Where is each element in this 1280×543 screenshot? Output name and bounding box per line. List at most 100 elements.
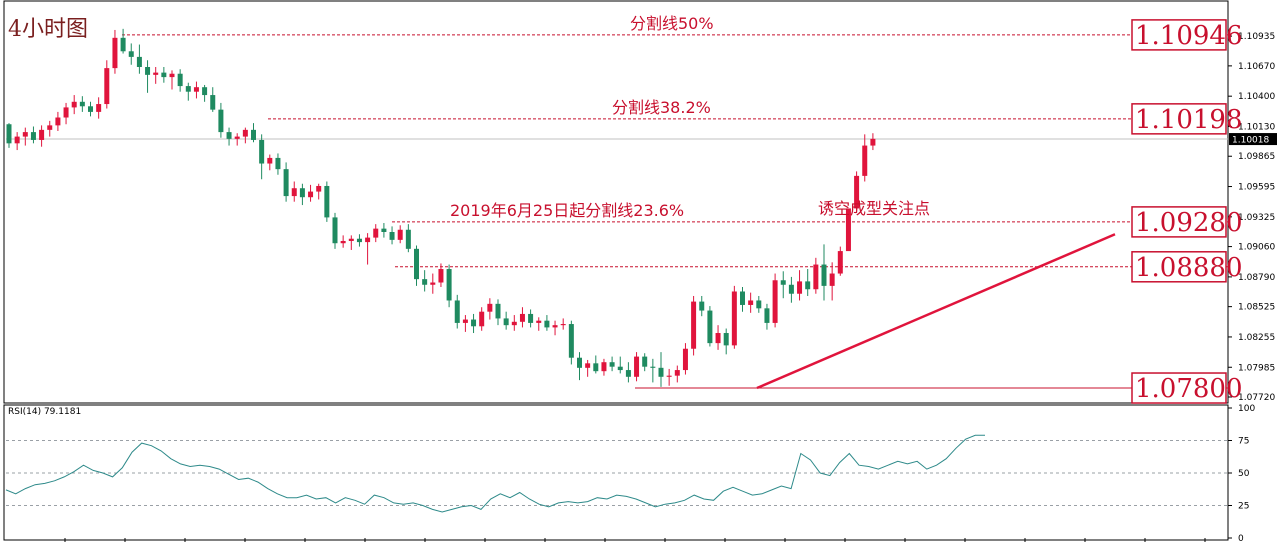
candle-body — [797, 281, 803, 294]
price-tick-label: 1.10130 — [1238, 122, 1275, 132]
candle-body — [454, 300, 460, 323]
rsi-tick-label: 0 — [1238, 534, 1244, 543]
candle-body — [275, 157, 281, 170]
price-tick-label: 1.08790 — [1238, 273, 1275, 283]
candle-body — [128, 51, 134, 57]
candle-body — [88, 106, 93, 112]
candle-body — [299, 188, 305, 198]
candle-body — [601, 362, 607, 372]
fib-level-text: 分割线50% — [630, 14, 714, 33]
rsi-tick-label: 50 — [1238, 469, 1250, 479]
candle-body — [593, 363, 599, 372]
candle-body — [308, 191, 314, 198]
rsi-tick-label: 25 — [1238, 502, 1249, 512]
candle-body — [161, 72, 167, 78]
candle-body — [552, 325, 558, 328]
level-boxes: 1.10946 1.10198 1.09280 1.08880 1.07800 — [1131, 19, 1243, 404]
candle-body — [471, 319, 477, 327]
candlesticks — [6, 28, 876, 387]
candle-body — [112, 37, 118, 69]
candle-body — [210, 95, 216, 110]
candle-body — [324, 185, 330, 218]
candle-body — [715, 333, 721, 344]
rsi-panel-frame — [3, 404, 1229, 541]
candle-body — [55, 117, 61, 126]
candle-body — [96, 104, 102, 112]
level-box-label: 1.07800 — [1135, 374, 1243, 404]
grid-lines — [6, 138, 1228, 542]
current-price-label: 1.10018 — [1232, 136, 1269, 146]
level-box-label: 1.09280 — [1135, 208, 1243, 238]
candle-body — [495, 303, 501, 319]
candle-body — [479, 311, 485, 327]
candle-body — [788, 284, 794, 294]
rsi-tick-label: 100 — [1238, 404, 1255, 414]
candle-body — [120, 37, 126, 52]
level-box-label: 1.10198 — [1135, 105, 1243, 135]
candle-body — [837, 251, 843, 274]
candle-body — [577, 357, 582, 368]
candle-body — [862, 145, 868, 176]
candle-body — [397, 229, 403, 240]
candle-body — [177, 73, 183, 87]
candle-body — [585, 363, 591, 368]
candle-body — [503, 318, 509, 326]
candle-body — [340, 240, 346, 244]
candle-body — [870, 138, 876, 146]
price-tick-label: 1.08525 — [1238, 303, 1275, 313]
price-axis: 1.10935 1.10670 1.10400 1.10130 1.09865 1.095… — [1228, 32, 1277, 403]
candle-body — [813, 264, 819, 290]
price-tick-label: 1.09865 — [1238, 152, 1275, 162]
price-panel-frame — [3, 0, 1229, 404]
candle-body — [658, 367, 664, 377]
current-price-tag — [1229, 133, 1277, 146]
candle-body — [153, 72, 159, 75]
candle-body — [642, 356, 648, 367]
candle-body — [242, 129, 248, 137]
candle-body — [234, 136, 240, 139]
fib-levels: 分割线50% 分割线38.2% 2019年6月25日起分割线23.6% — [122, 14, 1228, 389]
candle-body — [251, 129, 256, 140]
candle-body — [30, 132, 36, 140]
candle-body — [145, 67, 151, 75]
price-tick-label: 1.10935 — [1238, 32, 1275, 42]
rsi-tick-label: 75 — [1238, 437, 1249, 447]
candle-body — [316, 185, 322, 192]
candle-body — [609, 362, 615, 367]
candle-body — [218, 109, 224, 133]
candle-body — [568, 324, 574, 358]
candle-body — [71, 101, 77, 108]
annotation-text: 诱空成型关注点 — [818, 199, 930, 218]
candle-body — [169, 73, 175, 78]
candle-body — [707, 310, 713, 344]
candle-body — [740, 291, 745, 305]
candle-body — [748, 300, 754, 305]
price-tick-label: 1.07985 — [1238, 363, 1275, 373]
candle-body — [283, 169, 289, 197]
candle-body — [625, 370, 631, 377]
candle-body — [723, 333, 729, 346]
rsi-label: RSI(14) 79.1181 — [8, 407, 81, 417]
candle-body — [39, 129, 45, 140]
candle-body — [14, 136, 20, 144]
price-tick-label: 1.10400 — [1238, 92, 1275, 102]
candle-body — [405, 229, 411, 249]
price-tick-label: 1.09325 — [1238, 213, 1275, 223]
candle-body — [291, 188, 297, 197]
candle-body — [780, 280, 786, 285]
candle-body — [519, 313, 525, 322]
candle-body — [682, 348, 688, 371]
chart-title: 4小时图 — [8, 17, 88, 42]
candle-body — [487, 303, 493, 312]
candle-body — [259, 139, 265, 164]
candle-body — [348, 238, 354, 241]
candle-body — [617, 366, 623, 371]
candle-body — [373, 228, 379, 238]
rsi-indicator: 100 75 50 25 0 — [5, 404, 1255, 543]
price-tick-label: 1.08255 — [1238, 333, 1275, 343]
candle-body — [691, 301, 697, 349]
candle-body — [104, 68, 110, 105]
candle-body — [560, 324, 566, 326]
candle-body — [365, 237, 371, 243]
